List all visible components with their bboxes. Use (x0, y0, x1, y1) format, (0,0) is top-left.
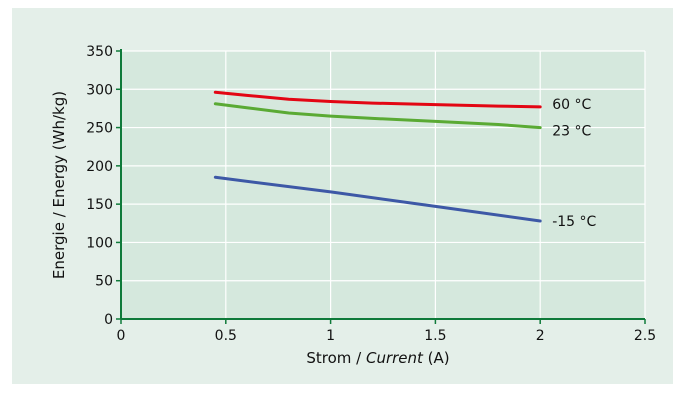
y-tick-label: 300 (86, 82, 113, 98)
line-chart: 0 50 100 150 200 250 300 350 0 0.5 1 1.5 2 2.5 60 °C 2… (50, 44, 656, 367)
series-lines (213, 90, 542, 223)
x-tick-label: 1 (326, 328, 335, 344)
x-tick-label: 0 (117, 328, 126, 344)
x-axis-label-prefix: Strom / (306, 349, 366, 367)
y-tick-label: 0 (104, 312, 113, 328)
series-label-2: -15 °C (552, 214, 596, 230)
x-axis-label: Strom / Current (A) (306, 349, 449, 367)
series-line-2 (213, 175, 542, 223)
x-tick-label: 1.5 (424, 328, 446, 344)
y-tick-label: 350 (86, 44, 113, 60)
plot-area (121, 51, 645, 319)
series-label-0: 60 °C (552, 97, 591, 113)
axes (120, 49, 645, 320)
y-tick-label: 200 (86, 159, 113, 175)
series-line-0 (213, 90, 542, 109)
y-tick-label: 150 (86, 197, 113, 213)
tick-labels: 0 50 100 150 200 250 300 350 0 0.5 1 1.5 2 2.5 (86, 44, 656, 344)
grid-lines (121, 50, 646, 319)
x-axis-label-italic: Current (366, 349, 424, 367)
x-tick-label: 2 (536, 328, 545, 344)
x-tick-label: 2.5 (634, 328, 656, 344)
series-labels: 60 °C 23 °C -15 °C (552, 97, 596, 230)
y-tick-label: 50 (95, 274, 113, 290)
y-tick-label: 250 (86, 121, 113, 137)
y-axis-label: Energie / Energy (Wh/kg) (50, 91, 68, 279)
x-tick-label: 0.5 (215, 328, 237, 344)
y-tick-label: 100 (86, 235, 113, 251)
chart-panel: 0 50 100 150 200 250 300 350 0 0.5 1 1.5 2 2.5 60 °C 2… (12, 8, 673, 384)
series-line-1 (213, 102, 542, 130)
series-label-1: 23 °C (552, 124, 591, 140)
x-axis-label-suffix: (A) (423, 349, 450, 367)
